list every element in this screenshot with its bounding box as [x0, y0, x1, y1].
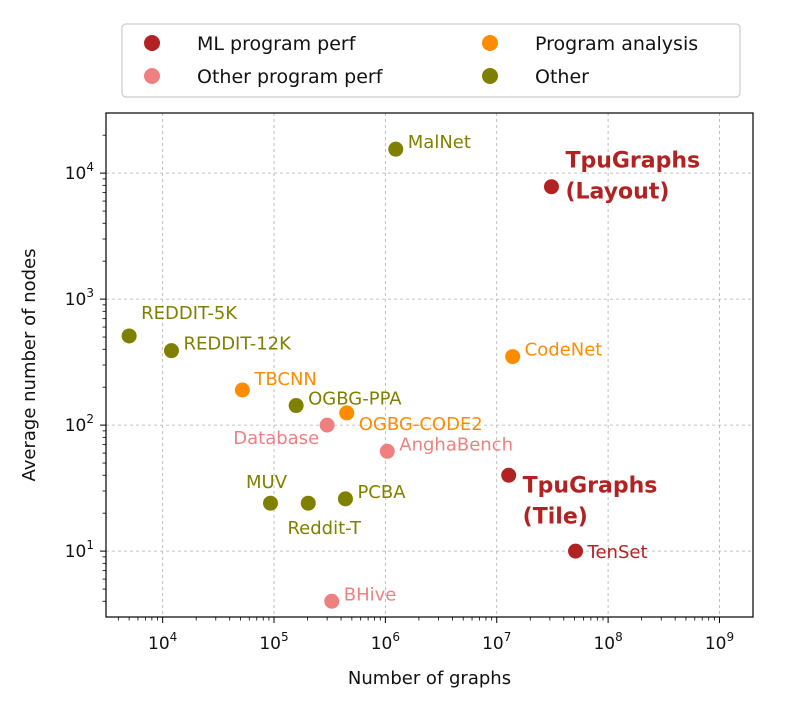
point-label: OGBG-PPA [308, 389, 402, 410]
plot-area-frame [105, 112, 754, 618]
point-label: CodeNet [525, 340, 603, 361]
data-point [339, 405, 355, 421]
point-labels: TpuGraphs (Layout) TpuGraphs (Tile) TenSet Da… [141, 132, 700, 605]
point-label: MalNet [408, 132, 471, 153]
axis-ticks: 104 105 106 107 108 109 101 102 103 104 [65, 134, 734, 654]
point-label: REDDIT-12K [183, 334, 292, 355]
data-point [121, 328, 137, 344]
legend-label: Program analysis [535, 33, 698, 55]
legend-marker [144, 68, 160, 84]
point-label: REDDIT-5K [141, 303, 238, 324]
x-tick-label: 109 [705, 630, 734, 654]
point-label: Reddit-T [287, 518, 362, 539]
y-tick-label: 103 [65, 286, 94, 310]
x-tick-label: 107 [482, 630, 511, 654]
data-point [543, 179, 559, 195]
data-point [324, 593, 340, 609]
point-label: (Tile) [523, 504, 588, 529]
x-tick-label: 105 [259, 630, 288, 654]
point-label: Database [233, 428, 319, 449]
y-tick-label: 104 [65, 160, 94, 184]
point-label: OGBG-CODE2 [359, 414, 483, 435]
legend-marker [482, 35, 498, 51]
data-point [388, 141, 404, 157]
x-tick-label: 106 [371, 630, 400, 654]
data-point [505, 349, 521, 365]
grid-lines [106, 113, 753, 617]
legend-box [121, 23, 741, 98]
y-tick-label: 101 [65, 538, 94, 562]
x-axis-label: Number of graphs [348, 668, 511, 689]
point-label: TenSet [587, 542, 648, 563]
data-point [300, 495, 316, 511]
y-tick-label: 102 [65, 412, 94, 436]
point-label: PCBA [357, 482, 406, 503]
legend-label: ML program perf [197, 33, 357, 55]
data-point [288, 398, 304, 414]
x-tick-label: 104 [148, 630, 177, 654]
data-point [234, 382, 250, 398]
point-label: TpuGraphs [523, 473, 658, 498]
data-point [379, 443, 395, 459]
data-point [568, 543, 584, 559]
legend-marker [482, 68, 498, 84]
legend: ML program perf Other program perf Program… [121, 23, 741, 98]
y-axis-label: Average number of nodes [19, 249, 40, 482]
point-label: MUV [246, 472, 288, 493]
data-point [163, 343, 179, 359]
legend-marker [144, 35, 160, 51]
point-label: TpuGraphs [565, 149, 700, 174]
point-label: BHive [344, 584, 397, 605]
data-points [121, 141, 584, 609]
x-tick-label: 108 [593, 630, 622, 654]
data-point [337, 491, 353, 507]
data-point [501, 467, 517, 483]
point-label: AnghaBench [399, 434, 513, 455]
legend-label: Other [535, 66, 589, 88]
data-point [319, 417, 335, 433]
point-label: (Layout) [565, 180, 669, 205]
legend-label: Other program perf [197, 66, 384, 88]
point-label: TBCNN [253, 369, 317, 390]
data-point [263, 495, 279, 511]
